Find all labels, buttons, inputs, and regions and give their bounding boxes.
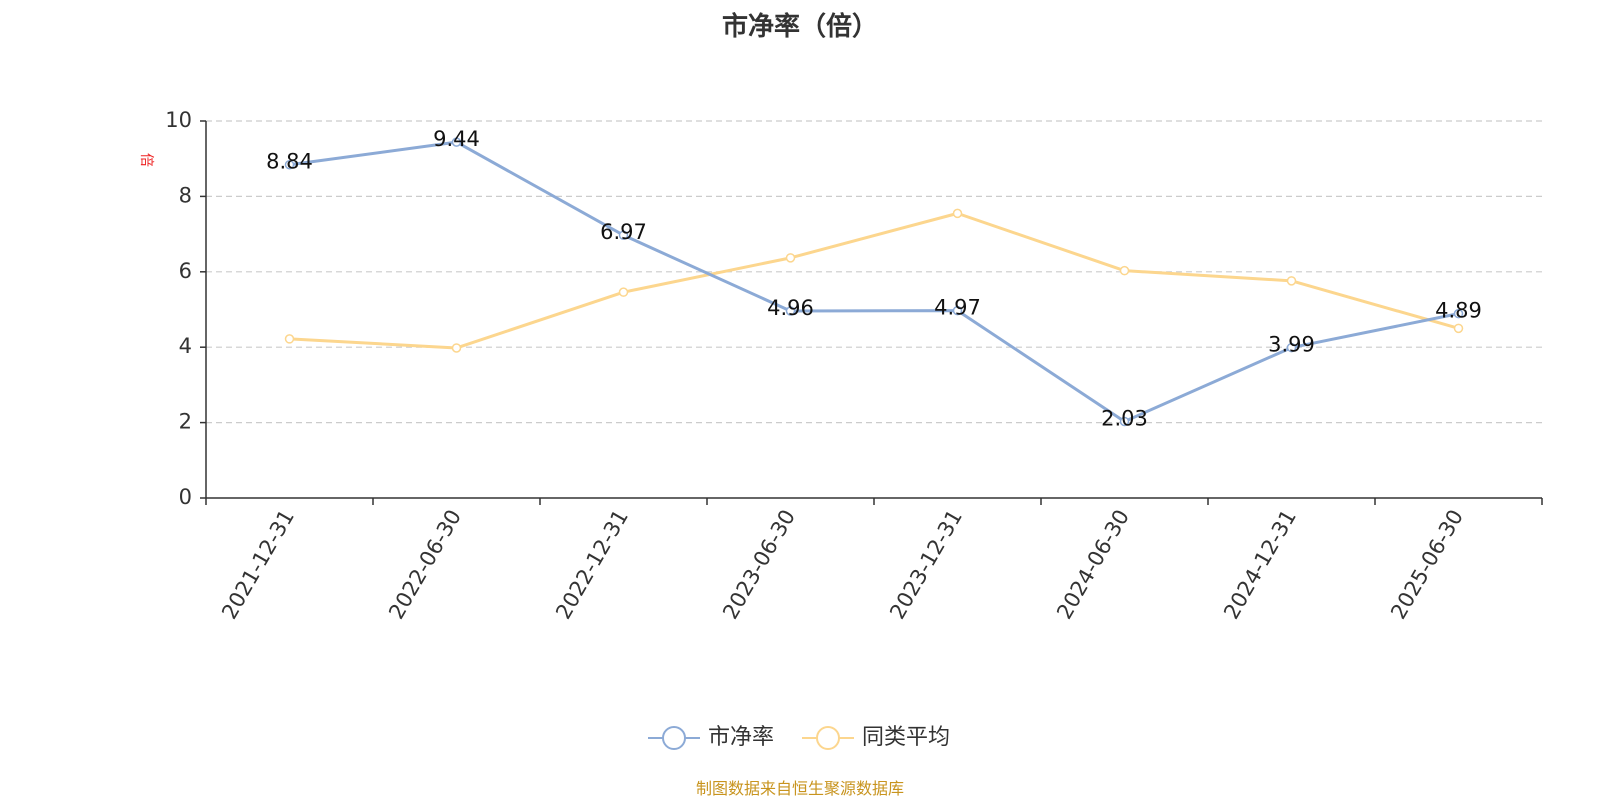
x-tick-label: 2023-06-30 bbox=[718, 506, 800, 624]
data-point[interactable] bbox=[1119, 265, 1130, 276]
x-tick-label: 2024-06-30 bbox=[1052, 506, 1134, 624]
data-label: 9.44 bbox=[433, 127, 480, 151]
y-tick-label: 8 bbox=[179, 183, 192, 207]
data-point[interactable] bbox=[1286, 342, 1297, 353]
y-tick-label: 2 bbox=[179, 410, 192, 434]
data-label: 2.03 bbox=[1101, 406, 1148, 430]
data-point[interactable] bbox=[785, 306, 796, 316]
legend-item-1[interactable]: 同类平均 bbox=[802, 725, 950, 750]
data-source-note: 制图数据来自恒生聚源数据库 bbox=[696, 779, 904, 798]
data-label: 8.84 bbox=[266, 150, 313, 174]
data-point[interactable] bbox=[1119, 416, 1130, 427]
legend-swatch-circle bbox=[662, 726, 686, 750]
data-point[interactable] bbox=[451, 343, 462, 353]
data-point[interactable] bbox=[952, 305, 963, 316]
data-point[interactable] bbox=[618, 287, 629, 297]
y-tick-label: 6 bbox=[179, 259, 192, 283]
data-point[interactable] bbox=[785, 253, 796, 263]
data-point[interactable] bbox=[284, 159, 295, 170]
x-tick-label: 2022-06-30 bbox=[384, 506, 466, 624]
data-point[interactable] bbox=[1453, 308, 1464, 319]
legend-label: 市净率 bbox=[708, 725, 774, 750]
data-point[interactable] bbox=[284, 334, 295, 344]
data-point[interactable] bbox=[1453, 323, 1464, 334]
x-tick-label: 2025-06-30 bbox=[1386, 506, 1468, 624]
series-line-0 bbox=[289, 140, 1459, 423]
data-label: 4.96 bbox=[767, 296, 814, 320]
data-point[interactable] bbox=[618, 230, 629, 240]
legend-item-0[interactable]: 市净率 bbox=[648, 725, 774, 750]
x-tick-label: 2023-12-31 bbox=[885, 506, 967, 624]
y-axis-unit-label: 倍 bbox=[138, 153, 154, 167]
axes: 0 2 4 6 8 10 2021-12-31 2022-06-30 2022-12-31 202… bbox=[165, 108, 1543, 624]
y-tick-label: 0 bbox=[179, 485, 192, 509]
data-label: 4.89 bbox=[1435, 299, 1482, 323]
series-lines bbox=[284, 137, 1464, 427]
legend[interactable]: 市净率 同类平均 bbox=[648, 725, 950, 750]
x-tick-label: 2021-12-31 bbox=[217, 506, 299, 624]
data-point[interactable] bbox=[1286, 276, 1297, 286]
series-line-1 bbox=[289, 211, 1459, 350]
x-tick-label: 2024-12-31 bbox=[1219, 506, 1301, 624]
legend-swatch-circle bbox=[816, 726, 840, 750]
data-point[interactable] bbox=[451, 137, 462, 147]
legend-label: 同类平均 bbox=[862, 725, 950, 750]
x-tick-label: 2022-12-31 bbox=[551, 506, 633, 624]
data-label: 3.99 bbox=[1268, 333, 1315, 357]
y-tick-label: 4 bbox=[179, 334, 192, 358]
grid-lines bbox=[206, 120, 1542, 424]
data-label: 4.97 bbox=[934, 296, 981, 320]
data-label: 6.97 bbox=[600, 220, 647, 244]
data-labels: 8.84 9.44 6.97 4.96 4.97 2.03 3.99 4.89 bbox=[266, 127, 1482, 430]
y-tick-label: 10 bbox=[165, 108, 192, 132]
data-point[interactable] bbox=[952, 208, 963, 219]
chart-title: 市净率（倍） bbox=[721, 12, 878, 42]
